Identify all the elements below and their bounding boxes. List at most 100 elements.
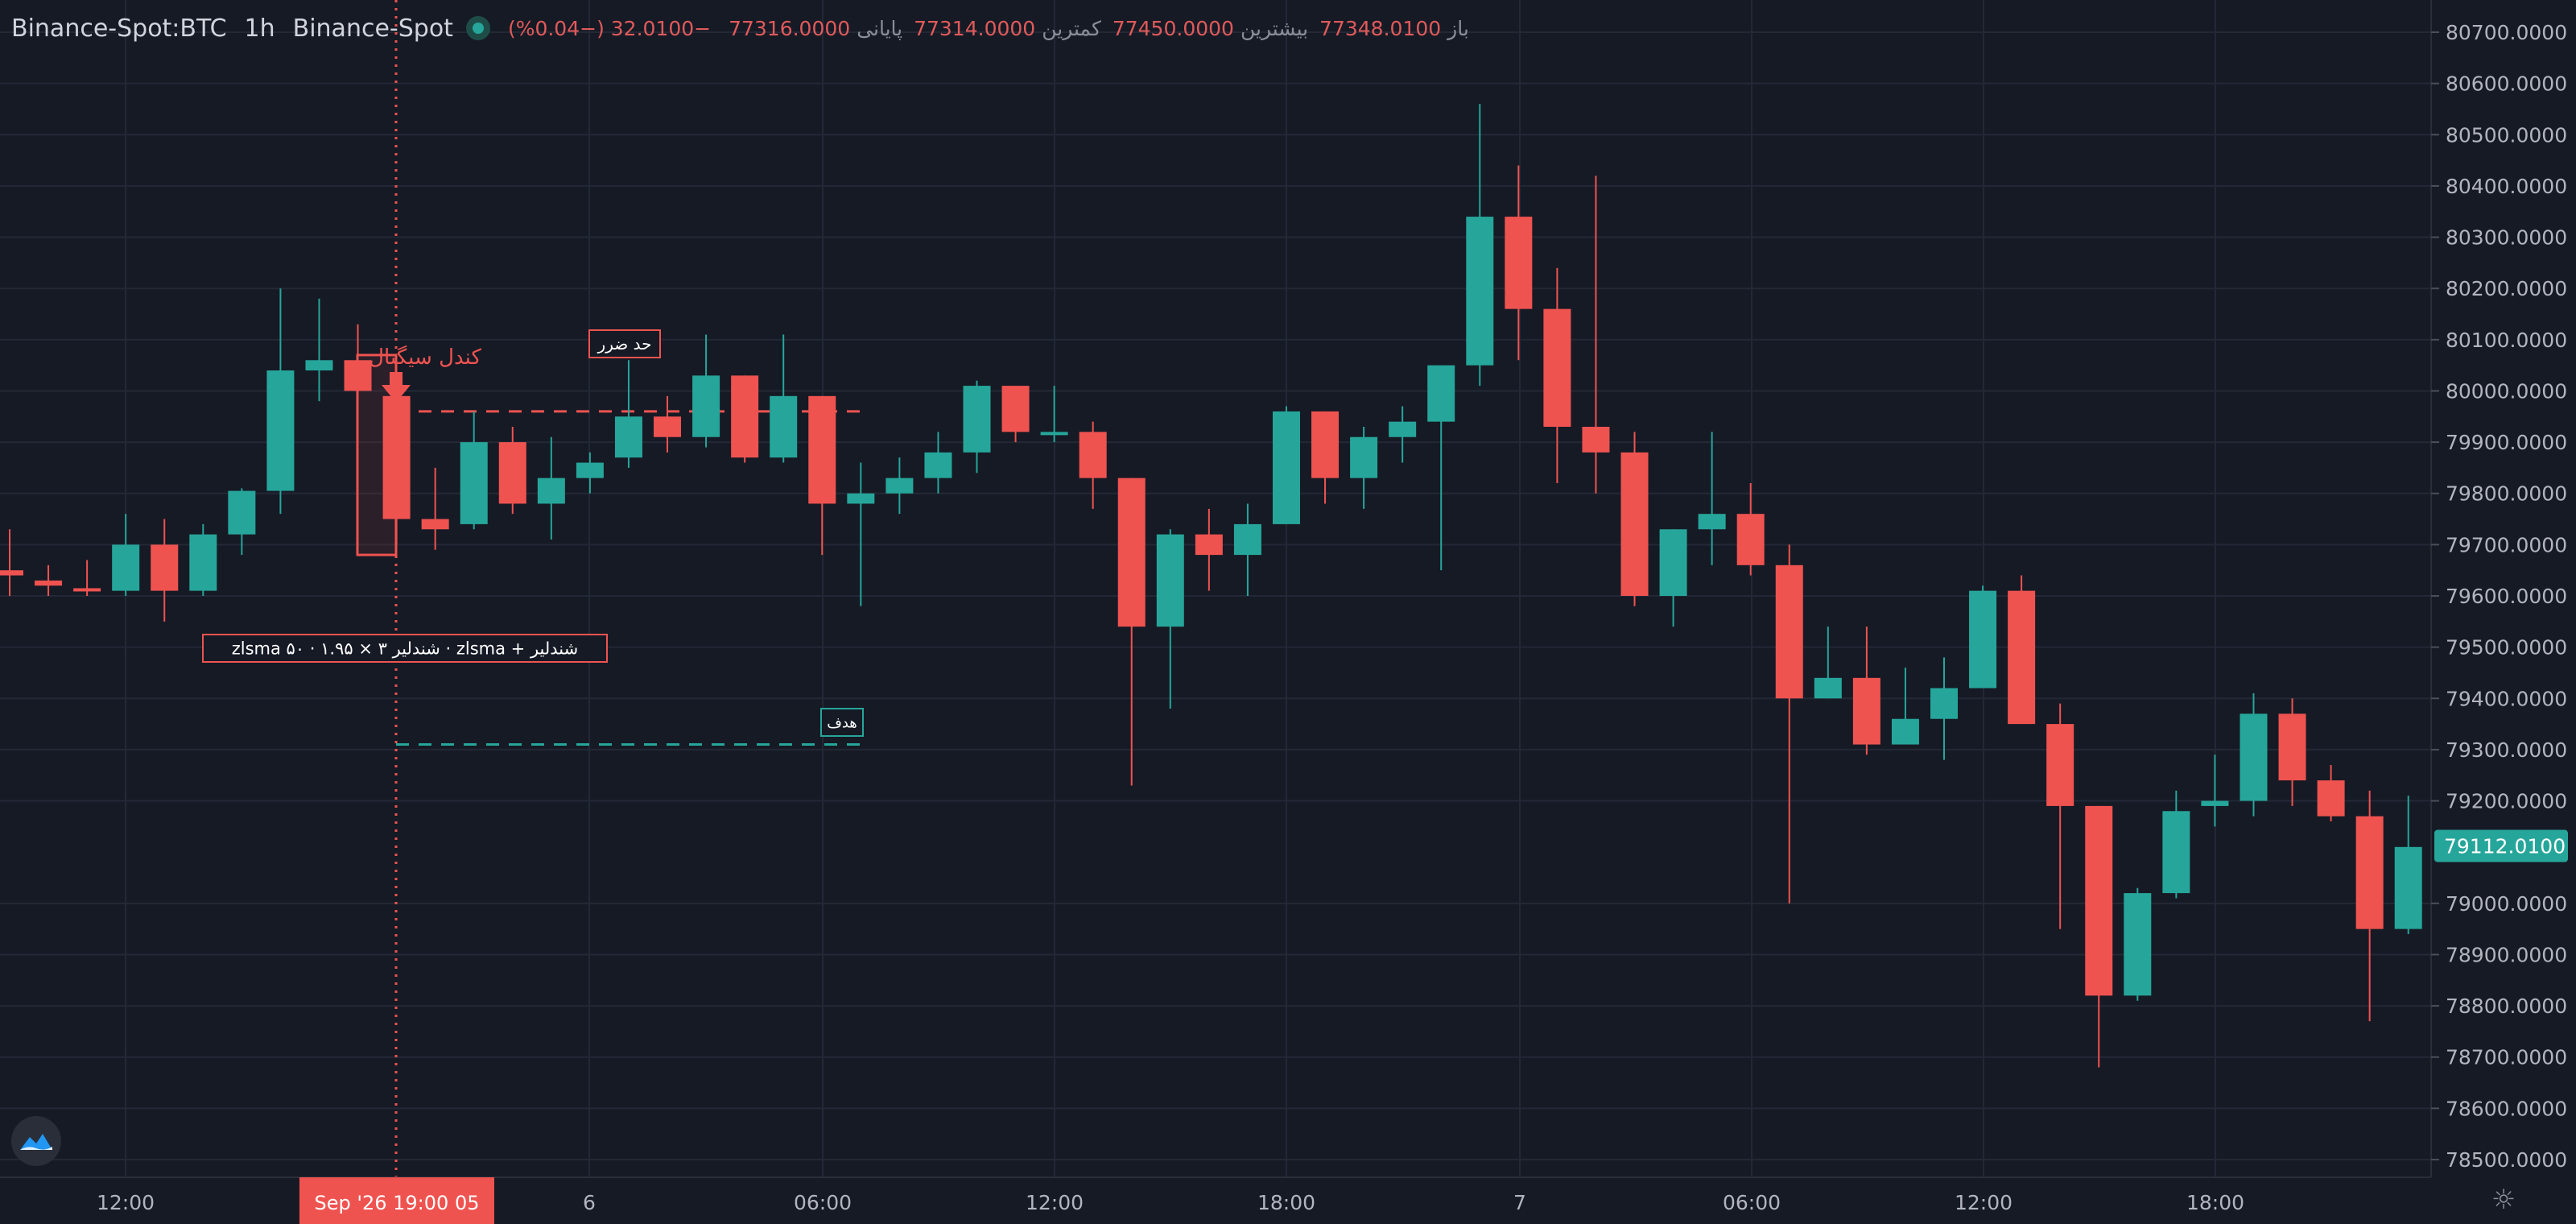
close-value: 77316.0000 [729, 16, 851, 40]
candle-body [189, 534, 217, 591]
close-label: پایانی [857, 16, 903, 40]
symbol-legend: Binance-Spot:BTC 1h Binance-Spot باز7734… [11, 11, 1474, 45]
price-tick-label: 79000.0000 [2446, 892, 2567, 916]
time-axis[interactable]: 12:00 6 06:00 12:00 18:00 7 06:00 12:00 18:00 Sep… [0, 1176, 2576, 1224]
market-status-icon [465, 16, 490, 40]
candle-body [1620, 452, 1649, 597]
price-axis[interactable]: 80700.0000 80600.0000 80500.0000 80400.0000… [2430, 0, 2576, 1224]
price-tick-label: 79500.0000 [2446, 636, 2567, 660]
candle-body [1001, 386, 1030, 432]
high-label: بیشترین [1240, 16, 1309, 40]
candle-body [614, 416, 642, 458]
price-tick-label: 79600.0000 [2446, 585, 2567, 608]
signal-arrow-icon [382, 372, 411, 403]
stop-loss-label: حد ضرر [597, 334, 652, 354]
candle-body [847, 493, 875, 504]
candle-body [1195, 534, 1223, 556]
low-value: 77314.0000 [914, 16, 1036, 40]
price-tick-label: 78700.0000 [2446, 1046, 2567, 1069]
candle-body [1698, 514, 1726, 530]
time-tick-label: 12:00 [97, 1191, 155, 1214]
price-tick-label: 80400.0000 [2446, 175, 2567, 198]
price-tick-label: 80500.0000 [2446, 123, 2567, 147]
candle-body [1582, 427, 1610, 453]
price-tick-label: 80200.0000 [2446, 277, 2567, 300]
candle-body [1272, 411, 1300, 524]
low-label: کمترین [1042, 16, 1101, 40]
candle-body [1814, 677, 1842, 699]
candle-body [344, 360, 372, 391]
candle-body [808, 395, 836, 504]
strategy-label-box [202, 634, 608, 663]
candle-body [537, 478, 565, 504]
candle-body [1311, 411, 1340, 478]
candle-body [2046, 724, 2074, 806]
candle-body [1659, 529, 1687, 597]
time-tick-label: 12:00 [1955, 1191, 2013, 1214]
time-tick-label: 06:00 [794, 1191, 852, 1214]
price-tick-label: 80600.0000 [2446, 72, 2567, 96]
candle-body [1852, 677, 1880, 745]
last-price-badge [2434, 829, 2568, 862]
time-tick-label: 06:00 [1723, 1191, 1781, 1214]
time-tick-label: 18:00 [2186, 1191, 2244, 1214]
price-tick-label: 79400.0000 [2446, 687, 2567, 710]
candle-body [1930, 688, 1958, 719]
price-tick-label: 78500.0000 [2446, 1148, 2567, 1172]
candle-body [1505, 217, 1533, 309]
candle-body [654, 416, 682, 437]
high-value: 77450.0000 [1112, 16, 1234, 40]
price-tick-label: 79900.0000 [2446, 431, 2567, 454]
candle-body [73, 588, 101, 592]
price-tick-label: 79200.0000 [2446, 790, 2567, 813]
candle-body [731, 375, 759, 458]
time-tick-label: 18:00 [1257, 1191, 1315, 1214]
candle-body [1543, 308, 1571, 428]
candle-body [266, 370, 295, 491]
candle-body [1233, 523, 1261, 556]
candle-body [460, 442, 488, 524]
time-tick-label: 12:00 [1026, 1191, 1084, 1214]
candle-body [2240, 713, 2268, 801]
signal-candle-label: کندل سیگنال [369, 345, 481, 370]
time-tick-label: 6 [583, 1191, 596, 1214]
candle-body [1040, 432, 1068, 436]
last-price-label: 79112.0100 [2444, 835, 2566, 858]
candle-body [305, 360, 333, 371]
candle-body [1891, 718, 1919, 745]
candle-body [35, 580, 63, 586]
candle-body [692, 375, 720, 437]
candle-body [112, 544, 140, 591]
grid-lines [0, 0, 2431, 1177]
candle-body [2201, 800, 2229, 806]
candle-body [1350, 436, 1378, 478]
candle-body [2008, 590, 2036, 725]
mountain-logo-icon [20, 1134, 52, 1150]
open-label: باز [1447, 16, 1469, 40]
price-axis-background [2431, 0, 2576, 1224]
price-tick-label: 78600.0000 [2446, 1097, 2567, 1120]
candle-body [228, 490, 256, 535]
interval-label[interactable]: 1h [244, 14, 275, 43]
gear-icon[interactable]: ☼ [2491, 1184, 2516, 1216]
crosshair-time-label: Sep '26 19:00 05 [315, 1192, 480, 1214]
stop-loss-label-box [588, 329, 661, 358]
crosshair-time-badge [299, 1177, 494, 1224]
price-tick-label: 80700.0000 [2446, 21, 2567, 44]
candle-body [421, 519, 449, 530]
candle-body [2124, 893, 2152, 996]
candle-body [886, 478, 914, 494]
ohlc-values: باز77348.0100 بیشترین77450.0000 کمترین77… [508, 17, 1474, 40]
logo-button[interactable] [11, 1116, 61, 1166]
price-tick-label: 79800.0000 [2446, 482, 2567, 506]
candle-body [1156, 534, 1184, 627]
candle-body [498, 442, 526, 504]
candle-body [770, 395, 798, 458]
symbol-name[interactable]: Binance-Spot:BTC [11, 14, 227, 43]
candle-body [1775, 564, 1803, 699]
candle-body [382, 395, 411, 519]
time-tick-label: 7 [1513, 1191, 1526, 1214]
price-tick-label: 80000.0000 [2446, 379, 2567, 403]
candle-body [924, 452, 952, 478]
